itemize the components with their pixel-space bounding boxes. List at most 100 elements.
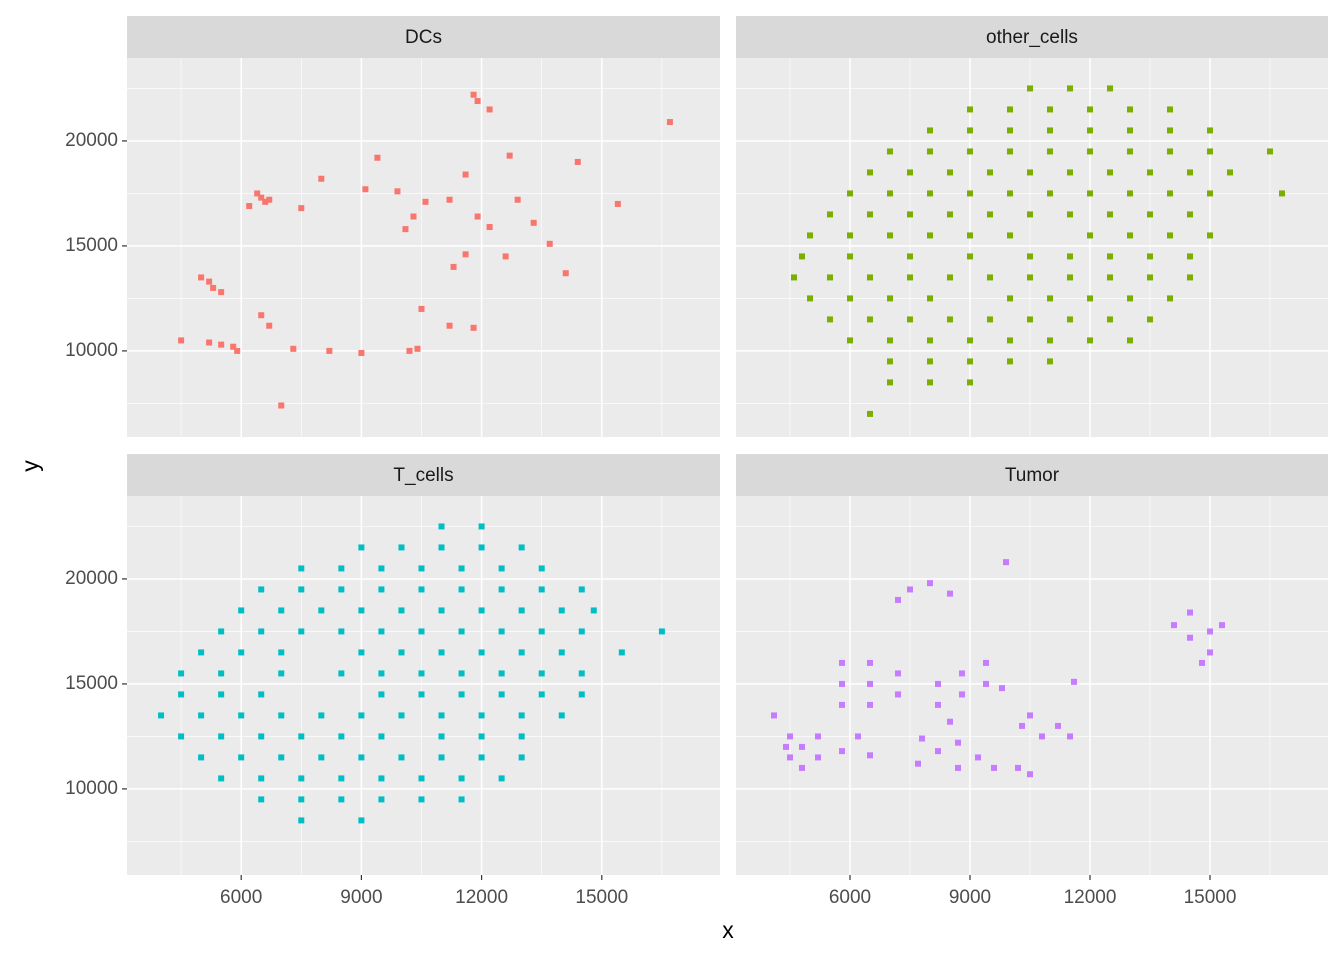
point [178, 337, 185, 344]
point [927, 295, 933, 302]
point [278, 754, 285, 761]
point [907, 586, 913, 593]
point [1055, 722, 1061, 729]
point [1047, 127, 1053, 134]
point [799, 253, 805, 260]
point [462, 251, 469, 258]
point [907, 316, 913, 323]
panel-background [736, 58, 1328, 437]
point [258, 312, 265, 319]
x-tick-label: 12000 [1064, 887, 1117, 908]
point [791, 274, 797, 281]
point [1067, 316, 1073, 323]
strip-label: other_cells [986, 27, 1078, 48]
point [254, 190, 261, 197]
point [218, 289, 225, 296]
point [498, 775, 505, 782]
point [518, 544, 525, 551]
point [246, 203, 253, 210]
point [378, 586, 385, 593]
point [799, 764, 805, 771]
point [1027, 771, 1033, 778]
point [1087, 148, 1093, 155]
point [1107, 253, 1113, 260]
point [1007, 358, 1013, 365]
point [1147, 169, 1153, 176]
point [538, 628, 545, 635]
point [839, 748, 845, 755]
point [558, 712, 565, 719]
point [1027, 316, 1033, 323]
point [1047, 337, 1053, 344]
x-tick-label: 12000 [455, 887, 508, 908]
point [967, 232, 973, 239]
point [266, 196, 273, 203]
point [298, 817, 305, 824]
point [1107, 169, 1113, 176]
point [338, 565, 345, 572]
point [474, 213, 481, 220]
point [907, 274, 913, 281]
point [887, 148, 893, 155]
point [887, 379, 893, 386]
x-tick-label: 15000 [1184, 887, 1237, 908]
point [895, 670, 901, 677]
y-tick-label: 20000 [65, 568, 118, 589]
point [478, 649, 485, 656]
point [498, 670, 505, 677]
point [378, 733, 385, 740]
point [967, 253, 973, 260]
y-axis-title: y [17, 460, 43, 472]
point [1147, 211, 1153, 218]
point [258, 628, 265, 635]
panel-background [127, 496, 720, 875]
y-tick-label: 15000 [65, 235, 118, 256]
panel-background [736, 496, 1328, 875]
point [398, 544, 405, 551]
point [1227, 169, 1233, 176]
point [518, 607, 525, 614]
point [1207, 649, 1213, 656]
point [987, 316, 993, 323]
point [338, 628, 345, 635]
point [262, 198, 269, 205]
point [358, 350, 365, 357]
point [198, 649, 205, 656]
point [518, 649, 525, 656]
point [218, 733, 225, 740]
point [446, 196, 453, 203]
x-tick-label: 9000 [340, 887, 382, 908]
point [458, 586, 465, 593]
point [1007, 337, 1013, 344]
point [839, 659, 845, 666]
point [446, 322, 453, 329]
point [1127, 127, 1133, 134]
point [338, 733, 345, 740]
point [478, 544, 485, 551]
strip [736, 454, 1328, 496]
point [462, 171, 469, 178]
point [867, 169, 873, 176]
point [783, 743, 789, 750]
point [1027, 211, 1033, 218]
point [1187, 169, 1193, 176]
point [378, 691, 385, 698]
point [406, 347, 413, 354]
point [414, 345, 421, 352]
point [787, 733, 793, 740]
point [1207, 190, 1213, 197]
point [1067, 85, 1073, 92]
point [518, 754, 525, 761]
point [999, 685, 1005, 692]
point [478, 712, 485, 719]
point [338, 586, 345, 593]
point [1167, 148, 1173, 155]
point [1207, 628, 1213, 635]
point [418, 691, 425, 698]
point [378, 670, 385, 677]
point [418, 775, 425, 782]
point [799, 743, 805, 750]
point [1027, 253, 1033, 260]
point [278, 607, 285, 614]
point [298, 586, 305, 593]
